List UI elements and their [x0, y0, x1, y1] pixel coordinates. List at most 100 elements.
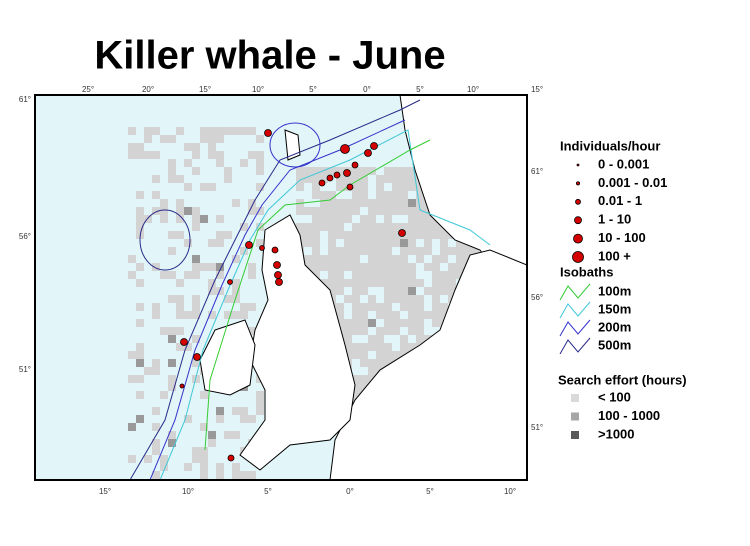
effort-cell [176, 311, 184, 319]
effort-cell [360, 231, 368, 239]
effort-cell [352, 199, 360, 207]
effort-cell [192, 295, 200, 303]
effort-cell [232, 279, 240, 287]
effort-cell [312, 223, 320, 231]
effort-cell [200, 447, 208, 455]
effort-cell [136, 343, 144, 351]
effort-cell [384, 175, 392, 183]
effort-cell [208, 143, 216, 151]
effort-cell [336, 231, 344, 239]
effort-cell [256, 135, 264, 143]
effort-cell [176, 279, 184, 287]
effort-cell [184, 415, 192, 423]
effort-cell [376, 247, 384, 255]
effort-cell [256, 223, 264, 231]
isobath-200 [149, 119, 406, 480]
effort-cell [312, 167, 320, 175]
effort-cell [224, 127, 232, 135]
effort-cell [384, 351, 392, 359]
effort-cell [136, 263, 144, 271]
effort-cell [248, 471, 256, 479]
legend-label: 0.01 - 1 [598, 193, 642, 208]
effort-cell [432, 295, 440, 303]
effort-cell [312, 207, 320, 215]
effort-cell [232, 311, 240, 319]
top-degree-label: 5° [309, 85, 317, 94]
effort-cell [200, 183, 208, 191]
legend-symbol [575, 198, 581, 205]
effort-cell [384, 247, 392, 255]
effort-cell [360, 183, 368, 191]
legend-symbol [573, 233, 583, 244]
effort-cell [128, 423, 136, 431]
effort-cell [216, 271, 224, 279]
effort-cell [320, 263, 328, 271]
effort-cell [440, 231, 448, 239]
legend-label: 150m [598, 301, 631, 316]
effort-cell [136, 215, 144, 223]
effort-cell [416, 319, 424, 327]
effort-cell [192, 143, 200, 151]
effort-cell [184, 343, 192, 351]
effort-cell [416, 335, 424, 343]
effort-cell [408, 223, 416, 231]
legend-symbol [574, 216, 582, 225]
effort-cell [376, 279, 384, 287]
effort-cell [160, 455, 168, 463]
effort-cell [376, 351, 384, 359]
effort-cell [328, 191, 336, 199]
effort-cell [336, 167, 344, 175]
effort-cell [344, 263, 352, 271]
effort-cell [128, 143, 136, 151]
effort-cell [400, 223, 408, 231]
effort-cell [160, 391, 168, 399]
effort-cell [352, 175, 360, 183]
effort-cell [392, 239, 400, 247]
legend-label: 100 - 1000 [598, 408, 660, 423]
effort-cell [352, 271, 360, 279]
effort-cell [408, 167, 416, 175]
top-degree-label: 10° [467, 85, 479, 94]
effort-cell [432, 255, 440, 263]
effort-cell [192, 303, 200, 311]
effort-cell [216, 415, 224, 423]
effort-cell [320, 191, 328, 199]
top-degree-label: 25° [82, 85, 94, 94]
effort-cell [360, 287, 368, 295]
effort-cell [216, 463, 224, 471]
effort-cell [368, 215, 376, 223]
effort-cell [360, 359, 368, 367]
effort-cell [152, 407, 160, 415]
effort-cell [384, 255, 392, 263]
effort-cell [176, 303, 184, 311]
effort-cell [344, 295, 352, 303]
bottom-degree-label: 10° [182, 487, 194, 496]
effort-cell [416, 279, 424, 287]
legend-title: Search effort (hours) [558, 372, 687, 387]
effort-cell [248, 271, 256, 279]
effort-cell [248, 127, 256, 135]
effort-cell [312, 255, 320, 263]
effort-cell [304, 223, 312, 231]
effort-cell [224, 311, 232, 319]
effort-cell [168, 135, 176, 143]
effort-cell [384, 271, 392, 279]
effort-cell [384, 199, 392, 207]
effort-cell [424, 215, 432, 223]
effort-cell [240, 303, 248, 311]
effort-cell [248, 207, 256, 215]
effort-cell [424, 231, 432, 239]
effort-cell [400, 183, 408, 191]
effort-cell [352, 391, 360, 399]
effort-cell [312, 263, 320, 271]
effort-cell [208, 151, 216, 159]
effort-cell [328, 215, 336, 223]
effort-cell [312, 247, 320, 255]
effort-cell [408, 287, 416, 295]
effort-cell [408, 343, 416, 351]
effort-cell [336, 287, 344, 295]
effort-cell [312, 183, 320, 191]
effort-cell [392, 287, 400, 295]
effort-cell [232, 295, 240, 303]
